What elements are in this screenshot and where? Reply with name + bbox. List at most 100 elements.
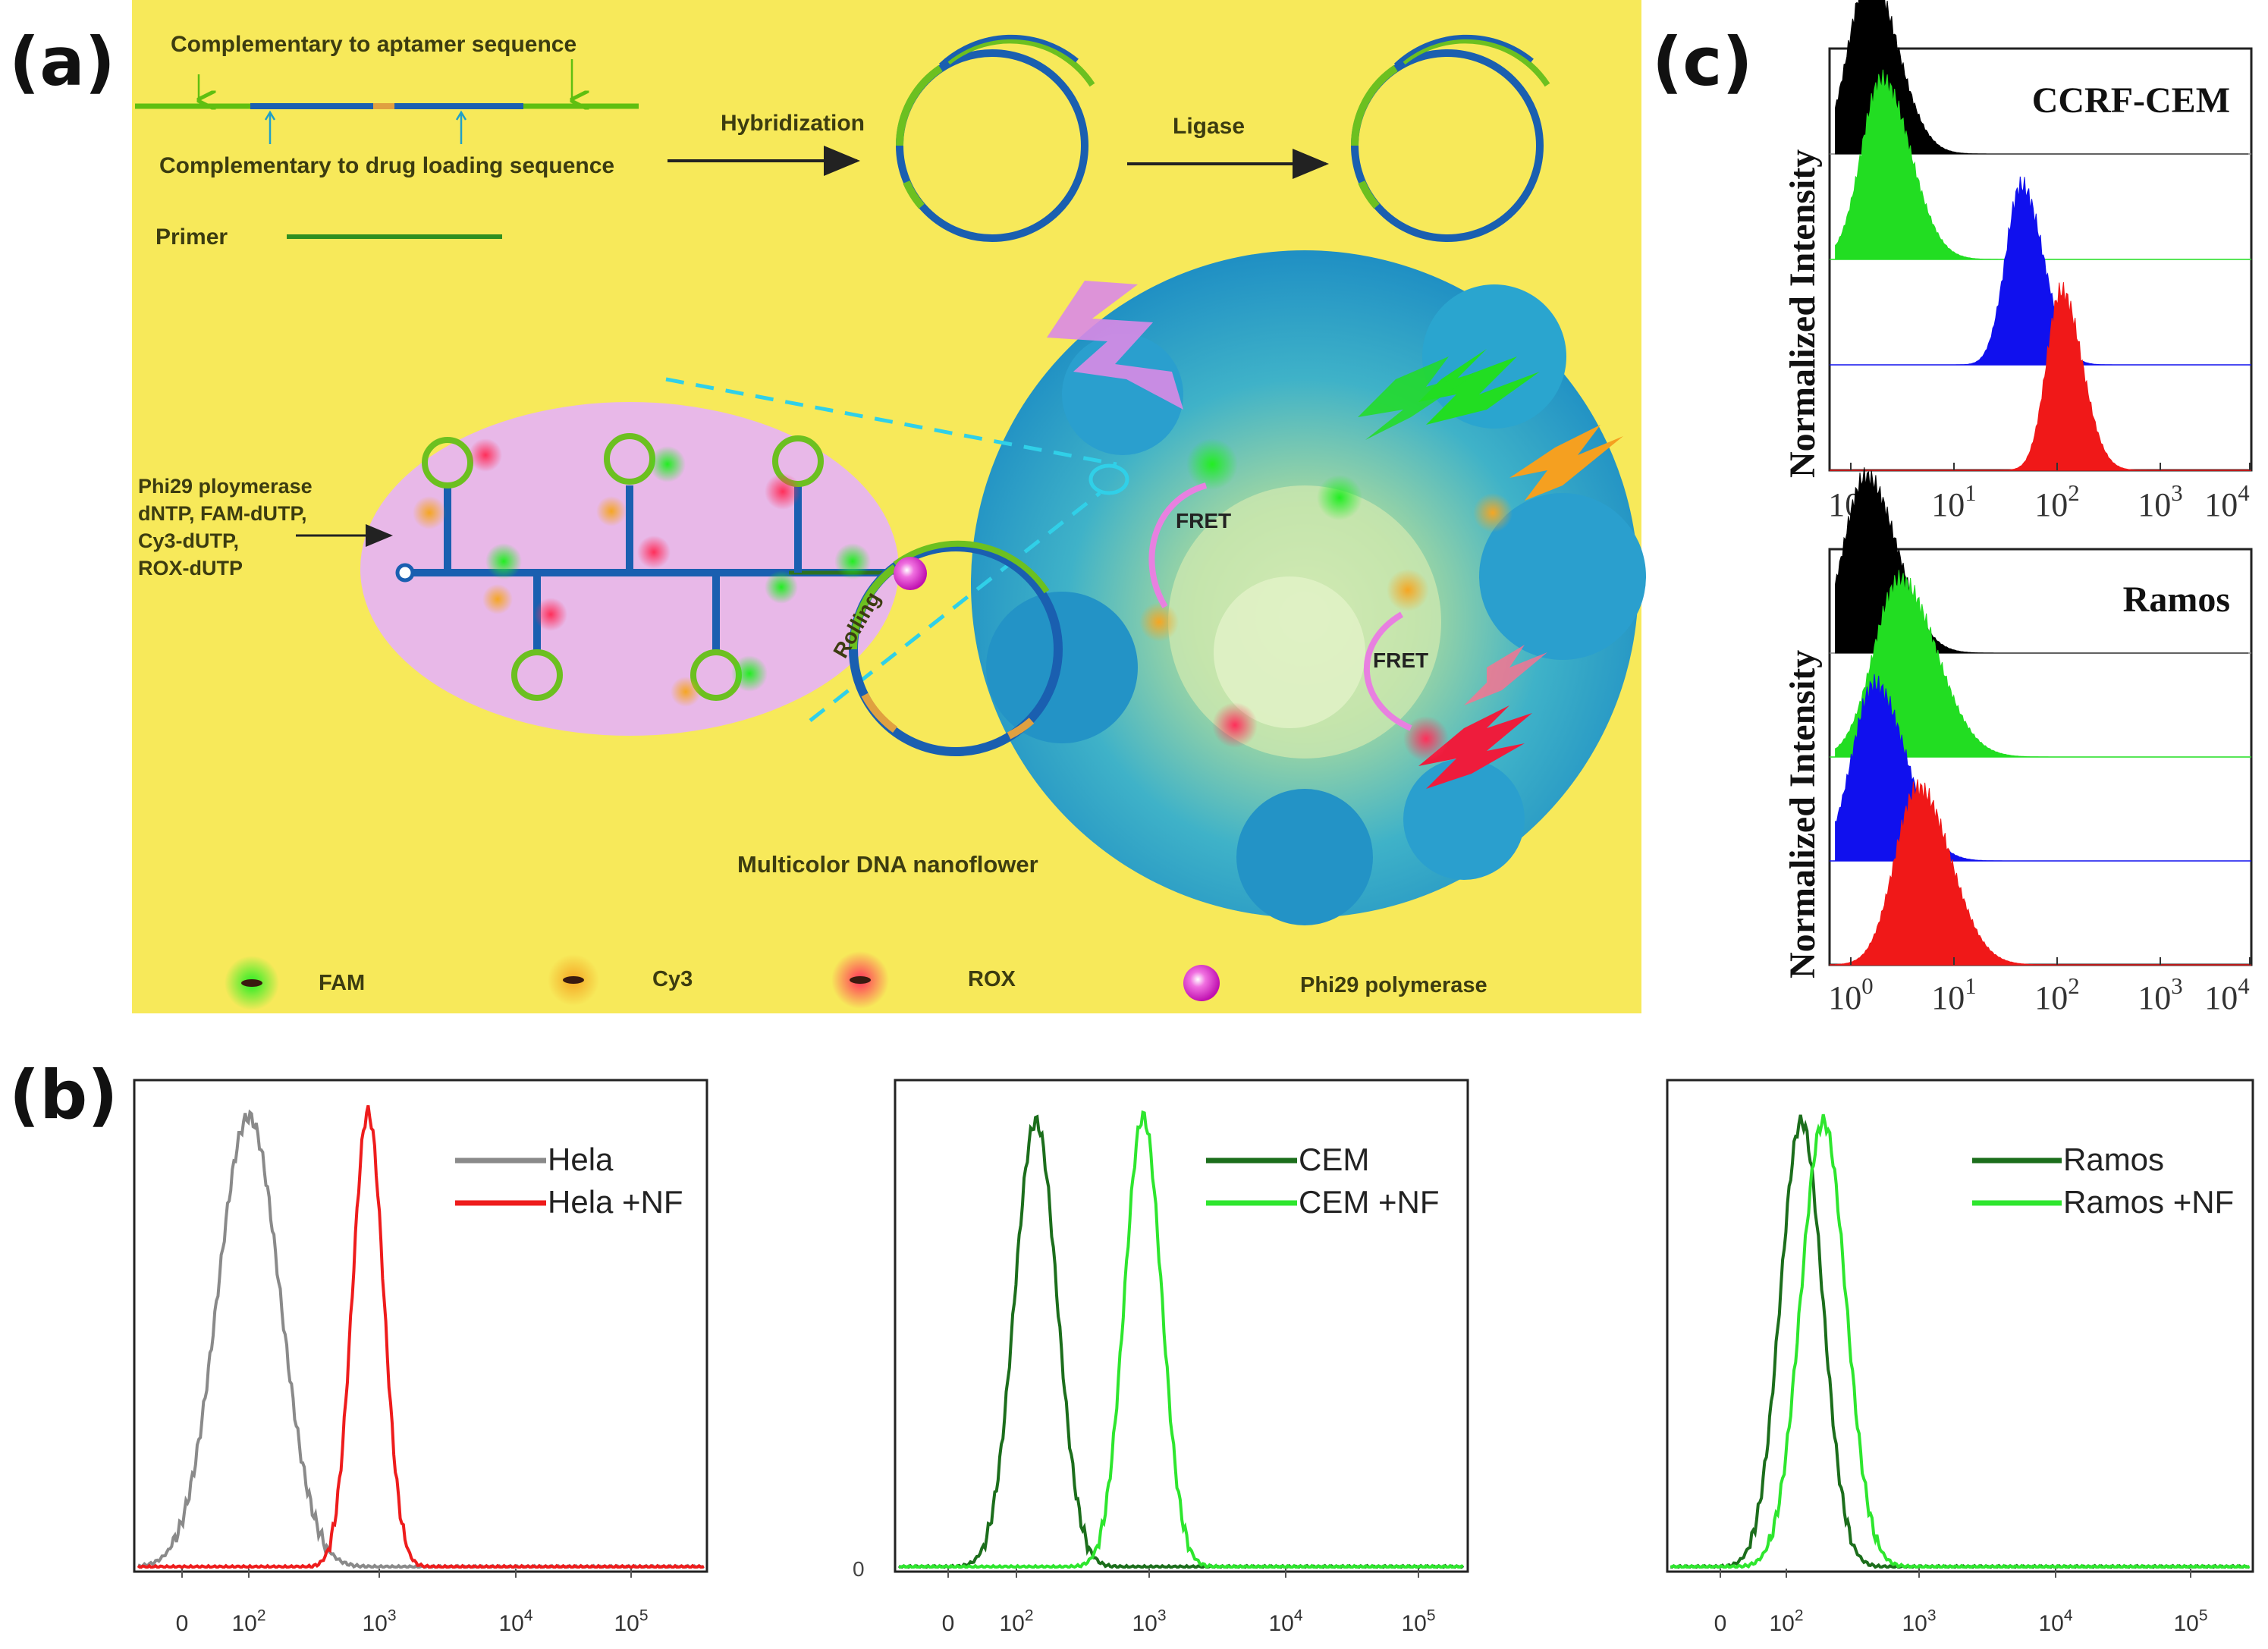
b2-series-cem-nf (899, 1110, 1464, 1569)
fam-emission-bolt (1418, 349, 1540, 425)
zoom-origin (1088, 463, 1129, 495)
flower-fam-1 (1186, 438, 1238, 490)
chart-c2-ramos: Ramos Normalized Intensity 100 101 102 103 1… (1783, 467, 2253, 1016)
panel-label-a: (a) (9, 23, 115, 101)
label-fret-1: FRET (1176, 509, 1231, 532)
b3-xtick-1: 102 (1769, 1607, 1803, 1637)
legend-ramos-nf-label: Ramos +NF (2063, 1184, 2234, 1220)
b1-xtick-0: 0 (176, 1611, 189, 1636)
label-aptamer: Complementary to aptamer sequence (171, 32, 576, 57)
reagent-line-1: Phi29 ploymerase (138, 475, 313, 498)
panel-label-b: (b) (9, 1056, 118, 1134)
rca-product-oval (360, 402, 899, 736)
chart-c1-ccrf-cem: CCRF-CEM Normalized Intensity 1001011021… (1783, 0, 2253, 523)
label-fret-2: FRET (1373, 649, 1428, 672)
flower-cy3-2 (1139, 602, 1179, 642)
chart-b1-frame (133, 1079, 708, 1573)
rolling-circle (849, 540, 1063, 756)
flower-cy3-1 (1473, 493, 1513, 532)
c2-xtick-0: 100 (1828, 973, 1873, 1016)
b2-xtick-0: 0 (942, 1611, 955, 1636)
legend-hela-nf-label: Hela +NF (548, 1184, 683, 1220)
circular-template-1 (895, 34, 1095, 242)
c2-xtick-4: 104 (2204, 973, 2249, 1016)
b2-xtick-4: 105 (1401, 1607, 1435, 1637)
label-ligase: Ligase (1173, 114, 1245, 139)
c1-hist-blue (1835, 176, 2249, 366)
chart-c2-title: Ramos (2123, 580, 2230, 620)
legend-rox-core (850, 976, 871, 984)
reagent-line-4: ROX-dUTP (138, 557, 243, 580)
chart-b3-frame (1666, 1079, 2254, 1573)
legend-fam-core (241, 979, 262, 987)
rox-emission-bolt (1418, 705, 1532, 789)
chart-b2-y-zero: 0 (853, 1557, 865, 1581)
c2-xtick-1: 101 (1931, 973, 1976, 1016)
b1-xtick-1: 102 (231, 1607, 265, 1637)
legend-hela-label: Hela (548, 1142, 614, 1177)
legend-ramos-label: Ramos (2063, 1142, 2164, 1177)
b2-xtick-2: 103 (1132, 1607, 1166, 1637)
chart-b2-frame (894, 1079, 1469, 1573)
reagent-line-2: dNTP, FAM-dUTP, (138, 502, 307, 525)
legend-fam-label: FAM (319, 971, 365, 995)
b2-xtick-1: 102 (999, 1607, 1033, 1637)
legend-cem-nf-label: CEM +NF (1299, 1184, 1440, 1220)
c2-hist-black (1835, 467, 2249, 654)
c2-hist-green (1835, 570, 2249, 758)
c2-hist-red (1835, 779, 2249, 966)
label-primer: Primer (155, 225, 228, 250)
c1-xtick-4: 104 (2204, 480, 2249, 523)
chart-b3-ramos: 0 102 103 104 105 Ramos Ramos +NF (1666, 1079, 2254, 1637)
circular-template-2 (1350, 34, 1550, 242)
flower-fam-2 (1317, 475, 1362, 520)
c2-xtick-2: 102 (2034, 973, 2079, 1016)
label-drug-loading: Complementary to drug loading sequence (159, 153, 614, 178)
legend-cy3-core (563, 976, 584, 984)
b2-xtick-3: 104 (1268, 1607, 1302, 1637)
b3-xtick-2: 103 (1902, 1607, 1936, 1637)
panel-label-c: (c) (1652, 23, 1753, 101)
flower-rox-1 (1212, 702, 1258, 748)
c2-xtick-3: 103 (2138, 973, 2182, 1016)
b3-xtick-3: 104 (2038, 1607, 2072, 1637)
linear-template (135, 59, 639, 144)
c1-xtick-1: 101 (1931, 480, 1976, 523)
c2-hist-blue (1835, 674, 2249, 862)
fluorophore-legend: FAM Cy3 ROX Phi29 polymerase (225, 951, 1487, 1010)
flower-rox-2 (1403, 716, 1449, 762)
fret-arrow-2 (1364, 611, 1412, 731)
chart-b2-cem: 0 0 102 103 104 105 CEM CEM +NF (853, 1079, 1469, 1637)
b1-xtick-2: 103 (362, 1607, 396, 1637)
label-nanoflower: Multicolor DNA nanoflower (737, 851, 1038, 878)
c1-xtick-2: 102 (2034, 480, 2079, 523)
chart-b3-legend: Ramos Ramos +NF (1972, 1142, 2234, 1220)
chart-c1-ylabel: Normalized Intensity (1783, 149, 1823, 478)
reagent-line-3: Cy3-dUTP, (138, 529, 239, 552)
b1-series-hela-nf (137, 1104, 705, 1569)
chart-c1-title: CCRF-CEM (2032, 80, 2230, 121)
chart-b1-legend: Hela Hela +NF (455, 1142, 683, 1220)
chart-c2-ylabel: Normalized Intensity (1783, 650, 1823, 978)
b3-xtick-0: 0 (1714, 1611, 1727, 1636)
b3-xtick-4: 105 (2173, 1607, 2207, 1637)
c1-hist-red (1835, 281, 2249, 471)
chart-b1-hela: 0 102 103 104 105 Hela Hela +NF (133, 1079, 708, 1637)
legend-rox-label: ROX (968, 967, 1016, 991)
legend-cy3-label: Cy3 (652, 967, 693, 991)
legend-phi29-swatch (1183, 965, 1220, 1001)
label-hybridization: Hybridization (721, 111, 865, 136)
legend-phi29-label: Phi29 polymerase (1300, 973, 1487, 997)
b1-xtick-4: 105 (614, 1607, 648, 1637)
excitation-bolt (1047, 281, 1183, 410)
c1-xtick-3: 103 (2138, 480, 2182, 523)
fret-arrow-1 (1148, 482, 1208, 609)
chart-b2-legend: CEM CEM +NF (1206, 1142, 1440, 1220)
cy3-emission-bolt (1509, 425, 1623, 501)
zoom-line-top (665, 377, 1117, 466)
b1-xtick-3: 104 (498, 1607, 532, 1637)
panel-a-schematic: Complementary to aptamer sequence Comple… (132, 0, 1646, 1013)
flower-cy3-3 (1387, 569, 1429, 611)
legend-cem-label: CEM (1299, 1142, 1369, 1177)
